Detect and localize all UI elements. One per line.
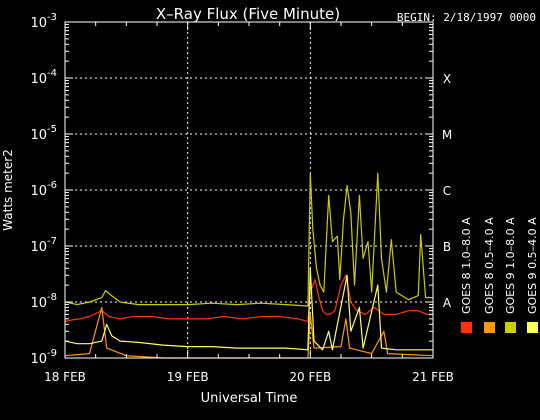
begin-date-label: BEGIN: 2/18/1997 0000 (397, 11, 536, 24)
x-tick-label: 18 FEB (44, 370, 86, 384)
y-tick-label: 10-5 (30, 124, 57, 143)
legend-label-2: GOES 8 0.5–4.0 A (483, 217, 496, 314)
y-tick-label: 10-6 (30, 180, 57, 199)
series-line-4 (64, 267, 433, 351)
flare-class-label: C (443, 184, 451, 198)
y-tick-label: 10-9 (30, 348, 57, 367)
flare-class-label: M (442, 128, 452, 142)
axis-ticks: 10-9 10-8 10-7 10-6 10-5 10-4 10-3 18 FEB 19 FEB… (30, 12, 453, 384)
legend-label-1: GOES 8 1.0–8.0 A (460, 217, 473, 314)
flare-class-labels: A B C M X (442, 72, 452, 310)
legend-label-3: GOES 9 1.0–8.0 A (504, 217, 517, 314)
legend-swatch-2 (484, 322, 495, 333)
series-line-1 (64, 274, 433, 322)
y-axis-label: Watts meter2 (1, 149, 15, 231)
chart-title: X–Ray Flux (Five Minute) (156, 5, 340, 23)
y-tick-label: 10-8 (30, 292, 57, 311)
x-tick-label: 19 FEB (167, 370, 209, 384)
y-tick-label: 10-7 (30, 236, 57, 255)
x-tick-label: 21 FEB (412, 370, 454, 384)
flare-class-label: X (443, 72, 451, 86)
y-tick-label: 10-3 (30, 12, 57, 31)
legend-swatch-1 (461, 322, 472, 333)
legend: GOES 8 1.0–8.0 A GOES 8 0.5–4.0 A GOES 9 1… (460, 217, 539, 333)
series-line-3 (64, 172, 433, 307)
y-tick-label: 10-4 (30, 68, 57, 87)
plot-series (64, 172, 434, 359)
series-line-2 (64, 306, 434, 359)
legend-label-4: GOES 9 0.5–4.0 A (526, 217, 539, 314)
legend-swatch-3 (505, 322, 516, 333)
legend-swatch-4 (527, 322, 538, 333)
flare-class-label: A (443, 296, 452, 310)
grid-lines (65, 22, 433, 358)
x-axis-label: Universal Time (201, 391, 298, 406)
flare-class-label: B (443, 240, 451, 254)
x-tick-label: 20 FEB (289, 370, 331, 384)
